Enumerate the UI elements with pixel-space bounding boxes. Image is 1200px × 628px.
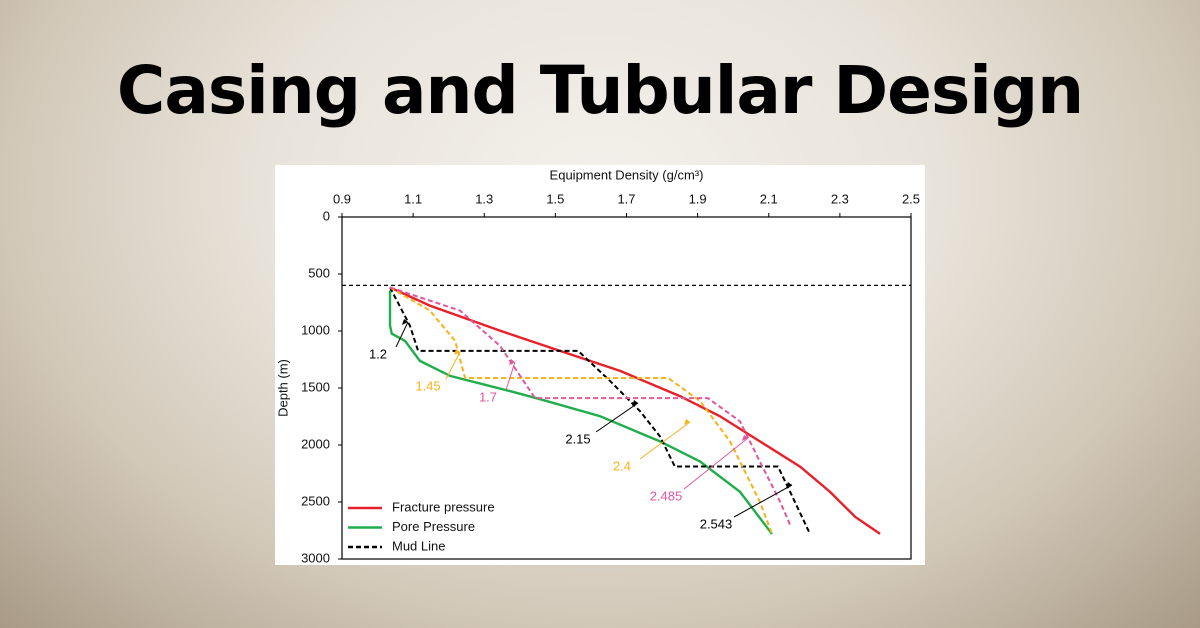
y-axis-label: Depth (m) xyxy=(275,359,290,417)
annotation-arrow xyxy=(445,351,461,380)
legend-label: Fracture pressure xyxy=(392,499,495,514)
annotation: 1.7 xyxy=(479,389,497,404)
x-tick-label: 1.5 xyxy=(546,191,564,206)
arrow-head xyxy=(786,482,792,488)
x-tick-label: 0.9 xyxy=(333,191,351,206)
annotation-arrow xyxy=(595,402,639,433)
annotation: 2.15 xyxy=(565,431,590,446)
arrow-head xyxy=(509,359,515,365)
banner-title: Casing and Tubular Design xyxy=(116,52,1084,129)
legend-label: Mud Line xyxy=(392,538,445,553)
x-tick-label: 1.7 xyxy=(617,191,635,206)
annotation: 2.543 xyxy=(700,516,733,531)
x-tick-label: 1.1 xyxy=(404,191,422,206)
annotation: 1.45 xyxy=(415,378,440,393)
annotation: 2.485 xyxy=(650,488,683,503)
annotation-arrow xyxy=(683,437,749,490)
x-tick-label: 1.9 xyxy=(689,191,707,206)
y-tick-label: 0 xyxy=(323,208,330,223)
x-tick-label: 2.3 xyxy=(831,191,849,206)
arrow-head xyxy=(402,319,408,325)
annotation: 2.4 xyxy=(613,458,631,473)
y-tick-label: 2500 xyxy=(301,493,330,508)
arrow-head xyxy=(454,349,460,355)
y-tick-label: 1000 xyxy=(301,322,330,337)
arrow-head xyxy=(742,435,748,441)
x-tick-label: 2.5 xyxy=(902,191,920,206)
annotation-arrow xyxy=(639,421,691,460)
y-tick-label: 1500 xyxy=(301,379,330,394)
x-tick-label: 2.1 xyxy=(760,191,778,206)
series-line xyxy=(389,286,773,535)
y-tick-label: 3000 xyxy=(301,550,330,565)
annotation: 1.2 xyxy=(369,346,387,361)
series-line xyxy=(389,286,792,526)
arrow-head xyxy=(632,400,638,406)
series-line xyxy=(389,286,811,535)
annotation-arrow xyxy=(733,484,793,518)
x-tick-label: 1.3 xyxy=(475,191,493,206)
arrow-head xyxy=(684,419,690,425)
series-line xyxy=(388,290,773,535)
y-tick-label: 2000 xyxy=(301,436,330,451)
y-tick-label: 500 xyxy=(308,265,330,280)
annotation-arrow xyxy=(395,321,409,348)
series-line xyxy=(389,286,881,535)
legend-label: Pore Pressure xyxy=(392,519,475,534)
x-axis-label: Equipment Density (g/cm³) xyxy=(550,167,704,182)
annotation-arrow xyxy=(505,361,516,391)
